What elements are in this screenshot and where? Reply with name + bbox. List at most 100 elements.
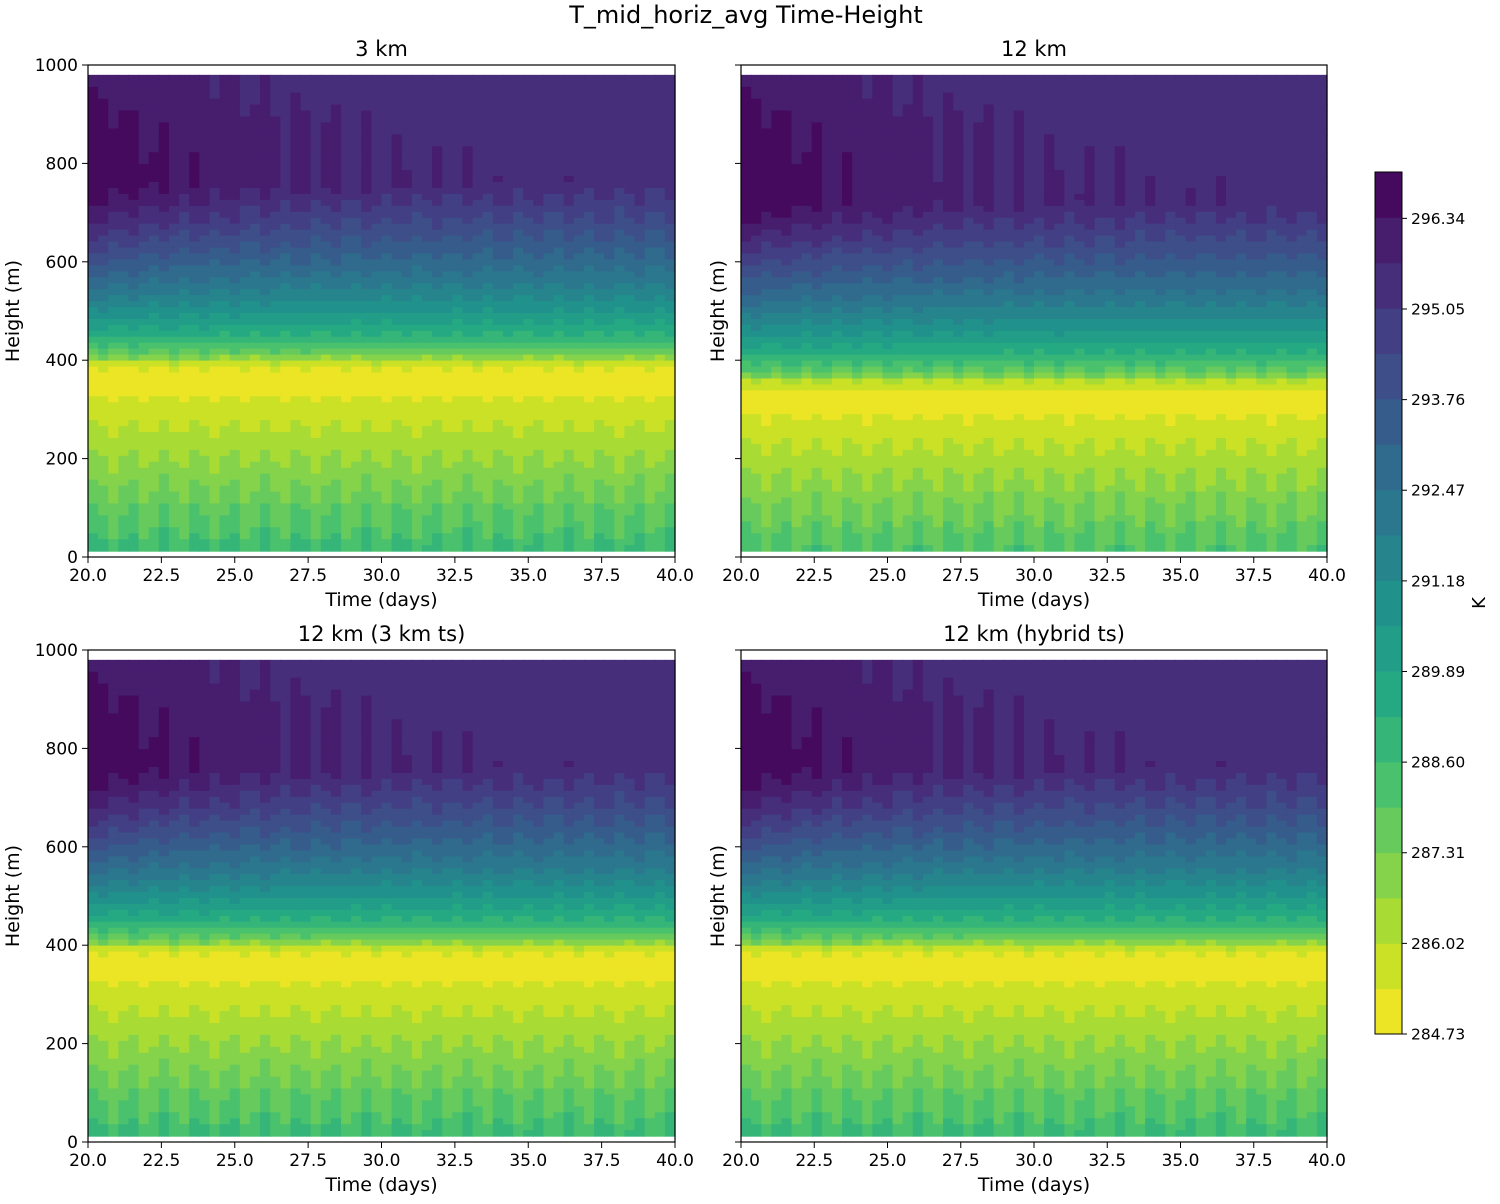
heatmap-cell [624, 128, 635, 135]
heatmap-cell [594, 194, 605, 201]
heatmap-cell [351, 503, 362, 510]
heatmap-cell [594, 498, 605, 505]
heatmap-cell [483, 271, 494, 278]
heatmap-cell [179, 313, 190, 320]
heatmap-cell [159, 93, 170, 100]
heatmap-cell [159, 176, 170, 183]
heatmap-cell [199, 212, 210, 219]
heatmap-cell [240, 170, 251, 177]
heatmap-cell [665, 164, 676, 171]
heatmap-cell [432, 75, 443, 82]
heatmap-cell [199, 349, 210, 356]
heatmap-cell [270, 164, 281, 171]
heatmap-cell [392, 313, 403, 320]
heatmap-cell [655, 378, 666, 385]
heatmap-cell [422, 462, 433, 469]
heatmap-cell [533, 373, 544, 380]
heatmap-cell [108, 438, 119, 445]
heatmap-cell [108, 396, 119, 403]
heatmap-cell [893, 81, 904, 88]
heatmap-cell [371, 521, 382, 528]
heatmap-cell [301, 527, 312, 534]
heatmap-cell [149, 170, 160, 177]
heatmap-cell [260, 277, 271, 284]
heatmap-cell [331, 503, 342, 510]
heatmap-cell [270, 408, 281, 415]
panel: 20.022.525.027.530.032.535.037.540.00200… [2, 37, 694, 611]
heatmap-cell [493, 230, 504, 237]
heatmap-cell [341, 75, 352, 82]
heatmap-cell [361, 200, 372, 207]
heatmap-cell [604, 521, 615, 528]
heatmap-cell [331, 539, 342, 546]
heatmap-cell [635, 93, 646, 100]
heatmap-cell [321, 325, 332, 332]
heatmap-cell [280, 99, 291, 106]
heatmap-cell [554, 146, 565, 153]
heatmap-cell [199, 313, 210, 320]
heatmap-cell [1246, 81, 1257, 88]
heatmap-cell [953, 87, 964, 94]
heatmap-cell [645, 361, 656, 368]
heatmap-cell [209, 432, 220, 439]
heatmap-cell [635, 182, 646, 189]
heatmap-cell [149, 361, 160, 368]
heatmap-cell [220, 152, 231, 159]
heatmap-cell [493, 93, 504, 100]
heatmap-cell [149, 188, 160, 195]
heatmap-cell [402, 289, 413, 296]
heatmap-cell [953, 99, 964, 106]
heatmap-cell [371, 367, 382, 374]
heatmap-cell [392, 527, 403, 534]
heatmap-cell [88, 402, 99, 409]
heatmap-cell [462, 492, 473, 499]
heatmap-cell [270, 349, 281, 356]
heatmap-cell [270, 414, 281, 421]
heatmap-cell [139, 81, 150, 88]
heatmap-cell [199, 182, 210, 189]
heatmap-cell [179, 373, 190, 380]
heatmap-cell [483, 432, 494, 439]
heatmap-cell [473, 414, 484, 421]
heatmap-cell [250, 343, 261, 350]
heatmap-cell [645, 313, 656, 320]
heatmap-cell [442, 188, 453, 195]
heatmap-cell [543, 134, 554, 141]
heatmap-cell [341, 170, 352, 177]
heatmap-cell [852, 93, 863, 100]
heatmap-cell [311, 271, 322, 278]
heatmap-cell [280, 128, 291, 135]
heatmap-cell [645, 230, 656, 237]
heatmap-cell [128, 521, 139, 528]
heatmap-cell [361, 444, 372, 451]
heatmap-cell [311, 242, 322, 249]
heatmap-cell [574, 468, 585, 475]
heatmap-cell [118, 295, 129, 302]
heatmap-cell [1054, 81, 1065, 88]
heatmap-cell [923, 99, 934, 106]
heatmap-cell [604, 128, 615, 135]
heatmap-cell [554, 521, 565, 528]
heatmap-cell [139, 509, 150, 516]
heatmap-cell [422, 206, 433, 213]
heatmap-cell [624, 319, 635, 326]
heatmap-cell [169, 361, 180, 368]
heatmap-cell [341, 402, 352, 409]
heatmap-cell [442, 236, 453, 243]
heatmap-cell [452, 111, 463, 118]
heatmap-cell [209, 313, 220, 320]
heatmap-cell [301, 182, 312, 189]
heatmap-cell [473, 313, 484, 320]
heatmap-cell [230, 509, 241, 516]
heatmap-cell [382, 355, 393, 362]
heatmap-cell [624, 545, 635, 552]
heatmap-cell [250, 468, 261, 475]
heatmap-cell [371, 426, 382, 433]
heatmap-cell [402, 128, 413, 135]
heatmap-cell [483, 313, 494, 320]
heatmap-cell [554, 122, 565, 129]
heatmap-cell [321, 343, 332, 350]
heatmap-cell [442, 390, 453, 397]
heatmap-cell [108, 75, 119, 82]
heatmap-cell [564, 402, 575, 409]
